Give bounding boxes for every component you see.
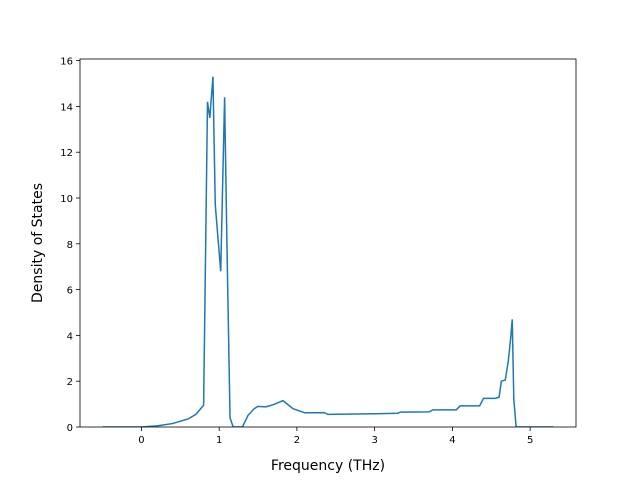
x-tick-label: 4 bbox=[449, 435, 455, 446]
y-tick-label: 8 bbox=[67, 240, 73, 251]
x-tick-label: 3 bbox=[371, 435, 377, 446]
plot-frame bbox=[79, 58, 577, 428]
y-axis-label: Density of States bbox=[30, 183, 46, 303]
line bbox=[102, 76, 554, 427]
y-tick-label: 4 bbox=[67, 331, 73, 342]
y-tick-label: 6 bbox=[67, 286, 73, 297]
y-tick-label: 2 bbox=[67, 377, 73, 388]
y-tick-label: 0 bbox=[67, 423, 73, 434]
x-axis-label: Frequency (THz) bbox=[271, 458, 385, 474]
y-tick-label: 12 bbox=[60, 148, 73, 159]
x-tick-label: 0 bbox=[138, 435, 144, 446]
y-tick-label: 14 bbox=[60, 102, 73, 113]
y-tick-label: 16 bbox=[60, 57, 73, 68]
x-tick-label: 2 bbox=[294, 435, 300, 446]
x-tick-label: 5 bbox=[527, 435, 533, 446]
y-tick-label: 10 bbox=[60, 194, 73, 205]
x-tick-label: 1 bbox=[216, 435, 222, 446]
